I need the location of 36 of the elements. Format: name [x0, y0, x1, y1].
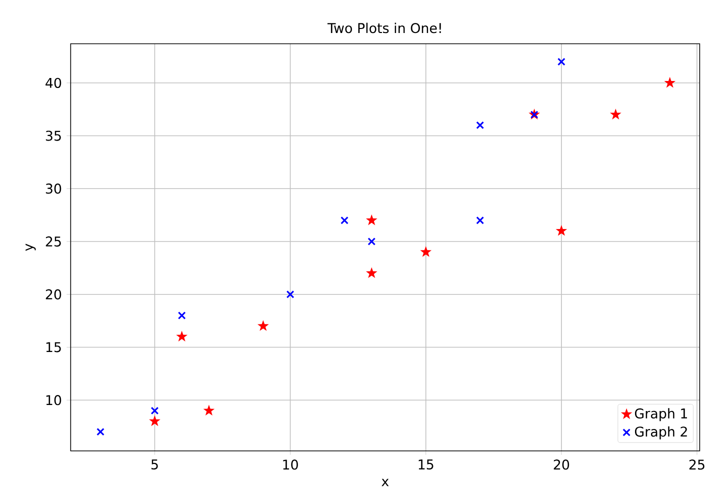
y-axis-title: y: [26, 244, 36, 252]
x-tick-label: 5: [151, 460, 158, 470]
point: [476, 121, 484, 130]
x-tick-label: 10: [283, 460, 298, 470]
x-tick-label: 25: [689, 460, 704, 470]
point: [368, 238, 376, 246]
point: [420, 246, 432, 258]
point: [257, 320, 269, 332]
point: [476, 216, 484, 225]
point: [203, 404, 215, 416]
point: [557, 58, 566, 66]
y-tick-label: 30: [46, 184, 62, 194]
legend-label: Graph 2: [634, 426, 687, 440]
x-axis-title: x: [382, 479, 389, 486]
point: [150, 406, 159, 415]
y-tick-label: 25: [46, 236, 61, 247]
y-tick-label: 20: [46, 289, 62, 300]
point: [149, 415, 160, 426]
y-tick-label: 40: [46, 78, 62, 88]
y-tick-label: 35: [46, 130, 61, 142]
point: [366, 267, 378, 278]
y-tick-label: 10: [46, 395, 62, 406]
legend-label: Graph 1: [634, 408, 687, 422]
y-tick-label: 15: [46, 342, 61, 352]
point: [556, 225, 568, 236]
point: [178, 312, 186, 320]
point: [366, 214, 378, 226]
x-tick-label: 15: [418, 460, 434, 470]
point: [340, 216, 348, 225]
point: [96, 428, 104, 436]
point: [664, 77, 676, 88]
chart-title: Two Plots in One!: [327, 22, 441, 34]
point: [176, 330, 188, 342]
point: [286, 290, 294, 299]
x-tick-label: 20: [554, 460, 570, 470]
point: [610, 108, 622, 120]
